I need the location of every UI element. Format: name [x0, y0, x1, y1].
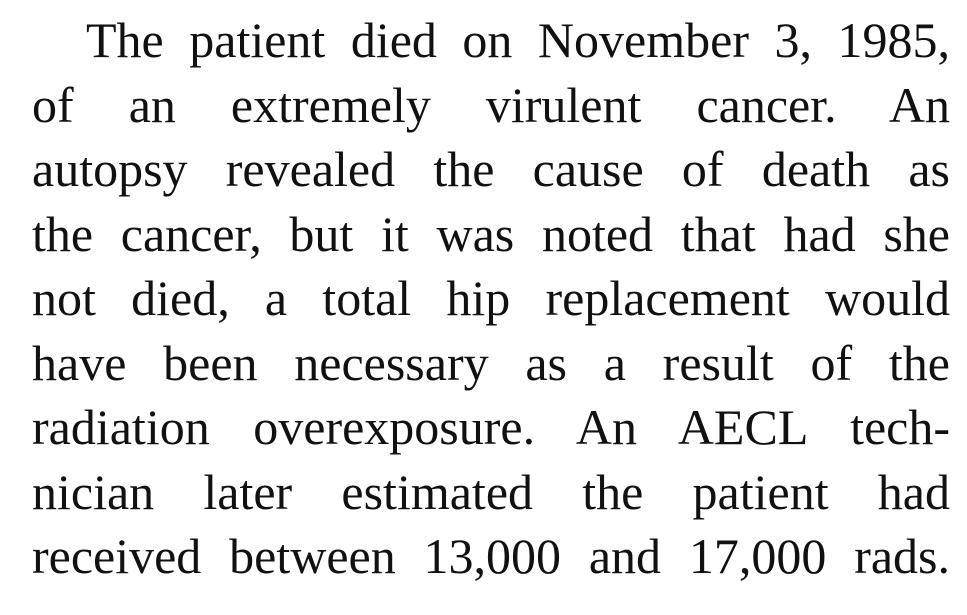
paragraph-line-5: not died, a total hip replacement would	[32, 270, 950, 326]
paragraph-line-3: autopsy revealed the cause of death as	[32, 141, 950, 197]
paragraph-line-9: received between 13,000 and 17,000 rads.	[32, 528, 950, 584]
paragraph-line-2: of an extremely virulent cancer. An	[32, 76, 950, 133]
paragraph-line-7: radiation overexposure. An AECL tech-	[32, 399, 950, 455]
paragraph-line-1: The patient died on November 3, 1985,	[86, 12, 950, 68]
paragraph-line-8: nician later estimated the patient had	[32, 463, 950, 520]
paragraph-line-4: the cancer, but it was noted that had sh…	[32, 205, 950, 262]
paragraph: The patient died on November 3, 1985, of…	[32, 8, 950, 589]
paragraph-line-6: have been necessary as a result of the	[32, 334, 950, 391]
